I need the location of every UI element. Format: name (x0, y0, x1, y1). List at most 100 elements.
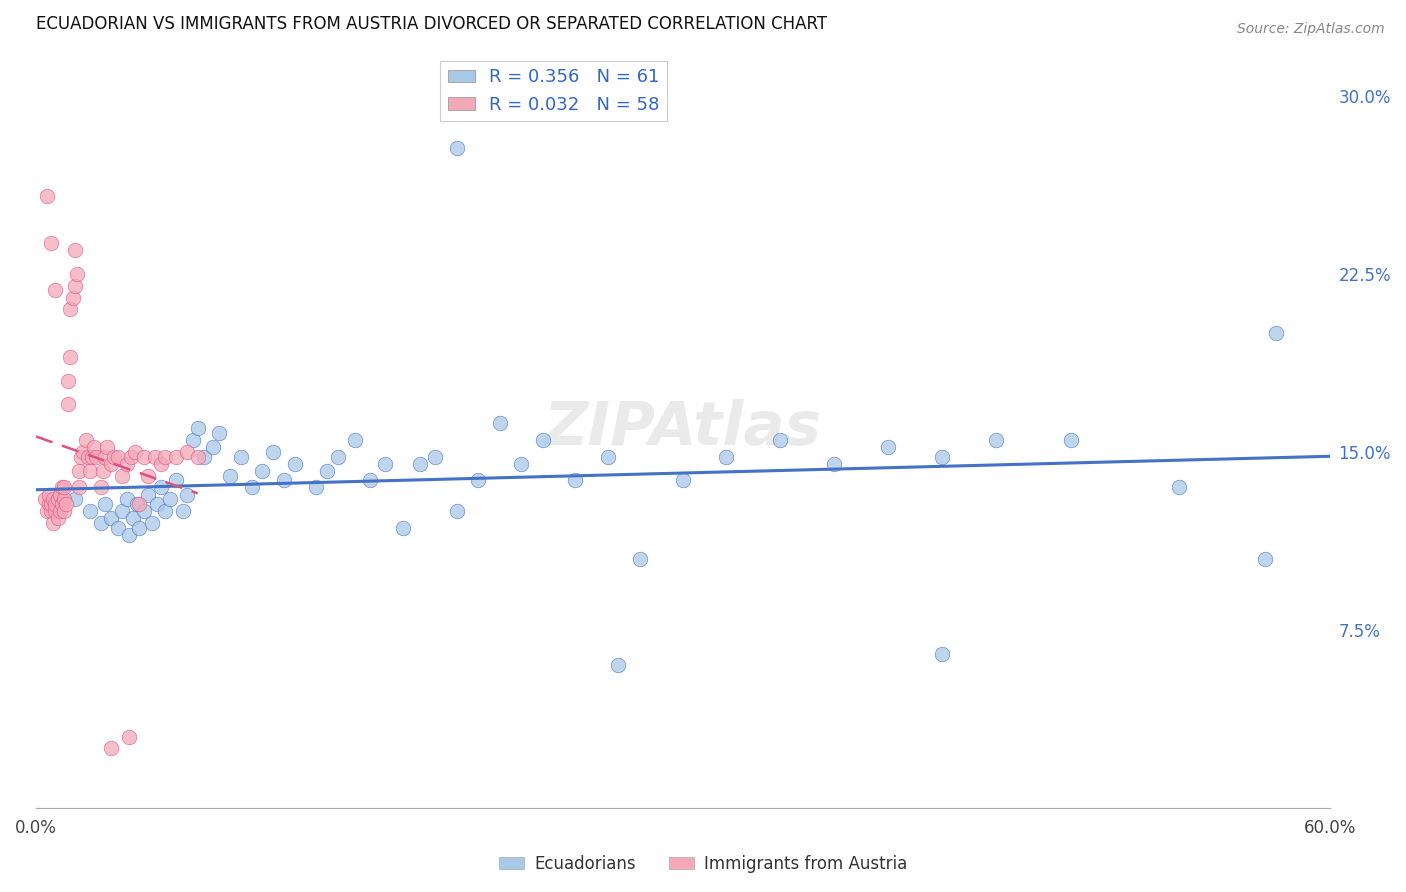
Point (423, 450, 446, 464)
Point (446, 504, 468, 518)
Point (122, 511, 145, 525)
Point (67, 480, 90, 494)
Point (58, 397, 80, 411)
Point (1254, 551, 1277, 566)
Point (714, 450, 737, 464)
Point (510, 457, 533, 471)
Point (136, 468, 159, 483)
Point (42, 516, 65, 530)
Point (564, 473, 586, 487)
Text: ECUADORIAN VS IMMIGRANTS FROM AUSTRIA DIVORCED OR SEPARATED CORRELATION CHART: ECUADORIAN VS IMMIGRANTS FROM AUSTRIA DI… (37, 15, 827, 33)
Point (120, 450, 142, 464)
Point (115, 457, 138, 471)
Point (127, 497, 149, 511)
Point (488, 417, 510, 431)
Point (48, 504, 70, 518)
Point (150, 457, 173, 471)
Point (107, 450, 129, 464)
Point (39, 235, 62, 250)
Point (165, 473, 187, 487)
Point (596, 450, 619, 464)
Point (80, 450, 103, 464)
Point (62, 291, 84, 305)
Point (63, 278, 86, 293)
Point (409, 457, 432, 471)
Point (90, 480, 112, 494)
Point (58, 374, 80, 388)
Point (63, 492, 86, 507)
Point (76, 450, 98, 464)
Point (628, 551, 651, 566)
Point (446, 141, 468, 155)
Point (111, 468, 134, 483)
Point (273, 473, 295, 487)
Point (63, 243, 86, 257)
Point (100, 511, 122, 525)
Point (86, 450, 108, 464)
Point (132, 450, 155, 464)
Point (53, 480, 76, 494)
Point (374, 457, 396, 471)
Point (91, 464, 114, 478)
Point (51, 497, 73, 511)
Point (219, 468, 242, 483)
Point (326, 450, 349, 464)
Point (984, 433, 1007, 447)
Point (53, 492, 76, 507)
Point (187, 450, 209, 464)
Point (42, 492, 65, 507)
Legend: Ecuadorians, Immigrants from Austria: Ecuadorians, Immigrants from Austria (492, 848, 914, 880)
Point (94, 450, 117, 464)
Point (124, 445, 146, 459)
Point (100, 741, 122, 756)
Point (59, 350, 82, 364)
Point (193, 450, 215, 464)
Point (96, 440, 118, 454)
Point (128, 521, 150, 535)
Point (48, 487, 70, 501)
Point (359, 473, 381, 487)
Point (607, 658, 630, 673)
Point (769, 433, 792, 447)
Point (1168, 480, 1191, 494)
Point (111, 504, 134, 518)
Point (118, 730, 141, 744)
Point (72, 445, 94, 459)
Point (70, 450, 93, 464)
Point (83, 440, 105, 454)
Point (141, 516, 163, 530)
Point (823, 457, 845, 471)
Point (143, 450, 166, 464)
Point (46, 511, 69, 525)
Point (38, 497, 60, 511)
Point (51, 480, 73, 494)
Point (145, 497, 167, 511)
Point (208, 425, 231, 440)
Point (39, 504, 62, 518)
Point (344, 433, 367, 447)
Text: Source: ZipAtlas.com: Source: ZipAtlas.com (1237, 22, 1385, 37)
Point (35, 188, 58, 202)
Point (240, 480, 263, 494)
Point (284, 457, 307, 471)
Point (79, 504, 101, 518)
Point (262, 445, 284, 459)
Point (107, 521, 129, 535)
Legend: R = 0.356   N = 61, R = 0.032   N = 58: R = 0.356 N = 61, R = 0.032 N = 58 (440, 62, 666, 120)
Point (44, 284, 66, 298)
Point (155, 504, 177, 518)
Point (183, 433, 205, 447)
Point (128, 497, 150, 511)
Point (877, 440, 900, 454)
Point (531, 433, 554, 447)
Point (115, 492, 138, 507)
Point (44, 504, 66, 518)
Point (391, 521, 413, 535)
Point (467, 473, 489, 487)
Point (136, 487, 159, 501)
Point (59, 302, 82, 317)
Text: ZIPAtlas: ZIPAtlas (544, 399, 823, 458)
Point (118, 528, 141, 542)
Point (53, 504, 76, 518)
Point (103, 450, 125, 464)
